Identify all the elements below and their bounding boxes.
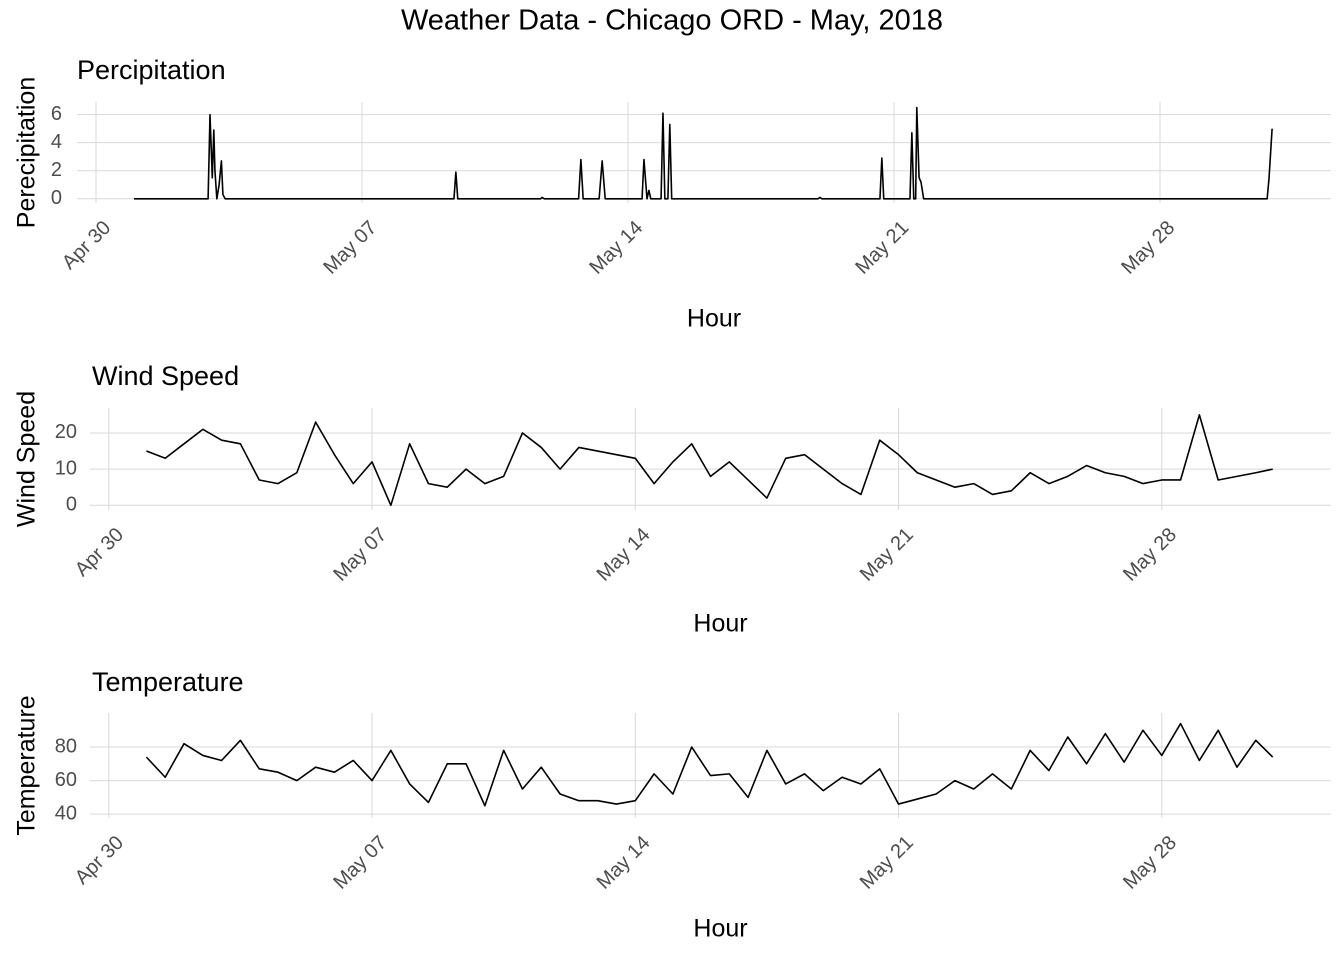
y-tick-label: 4 bbox=[51, 131, 62, 153]
x-tick-label: May 07 bbox=[319, 217, 381, 279]
x-axis-title: Hour bbox=[693, 610, 747, 638]
x-tick-label: May 07 bbox=[329, 524, 391, 586]
y-tick-label: 0 bbox=[51, 187, 62, 209]
x-tick-label: Apr 30 bbox=[71, 524, 128, 581]
data-line bbox=[146, 414, 1273, 507]
x-tick-label: May 21 bbox=[856, 832, 918, 894]
page-title: Weather Data - Chicago ORD - May, 2018 bbox=[401, 5, 943, 37]
y-tick-label: 6 bbox=[51, 103, 62, 125]
y-axis-title: Perecipitation bbox=[13, 77, 41, 228]
panel-title: Wind Speed bbox=[92, 361, 239, 391]
x-axis-title: Hour bbox=[693, 915, 747, 943]
x-tick-label: May 14 bbox=[585, 217, 647, 279]
y-tick-label: 80 bbox=[55, 735, 77, 757]
x-tick-label: May 14 bbox=[593, 832, 655, 894]
data-line bbox=[134, 106, 1273, 200]
y-tick-label: 10 bbox=[55, 457, 77, 479]
panel-title: Temperature bbox=[92, 667, 244, 697]
x-tick-label: May 28 bbox=[1119, 832, 1181, 894]
y-axis-title: Wind Speed bbox=[13, 391, 41, 527]
x-tick-label: May 28 bbox=[1117, 217, 1179, 279]
y-axis-title: Temperature bbox=[13, 695, 41, 835]
x-tick-label: May 28 bbox=[1119, 524, 1181, 586]
y-tick-label: 2 bbox=[51, 159, 62, 181]
y-tick-label: 40 bbox=[55, 802, 77, 824]
data-line bbox=[145, 722, 1274, 807]
y-tick-label: 20 bbox=[55, 421, 77, 443]
panel-title: Percipitation bbox=[77, 55, 226, 85]
x-tick-label: May 14 bbox=[593, 524, 655, 586]
y-tick-label: 0 bbox=[66, 494, 77, 516]
x-tick-label: Apr 30 bbox=[58, 217, 115, 274]
y-tick-label: 60 bbox=[55, 769, 77, 791]
x-tick-label: Apr 30 bbox=[71, 832, 128, 889]
x-tick-label: May 07 bbox=[329, 832, 391, 894]
x-tick-label: May 21 bbox=[856, 524, 918, 586]
x-tick-label: May 21 bbox=[851, 217, 913, 279]
x-axis-title: Hour bbox=[687, 305, 741, 333]
